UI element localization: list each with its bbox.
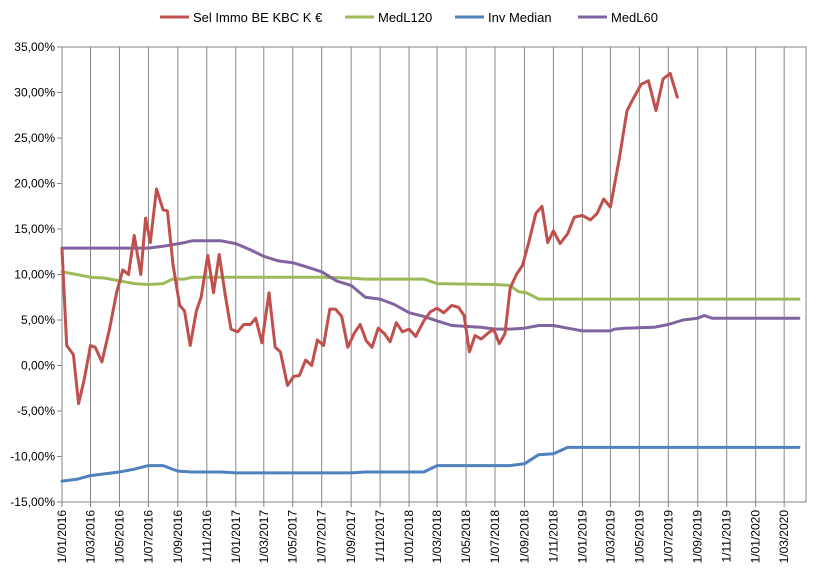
x-tick-label: 1/11/2019: [720, 510, 734, 563]
x-tick-label: 1/01/2019: [575, 510, 589, 564]
x-tick-label: 1/11/2018: [546, 510, 560, 563]
legend-label-3: MedL60: [611, 10, 658, 25]
chart-series-lines: [60, 71, 801, 483]
y-axis-tick-labels: 35,00% 30,00% 25,00% 20,00% 15,00% 10,00% 5,00…: [10, 40, 55, 509]
x-tick-label: 1/03/2020: [777, 510, 791, 564]
y-tick-label: -10,00%: [10, 450, 55, 464]
x-tick-label: 1/03/2017: [257, 510, 271, 564]
chart-axes: [57, 46, 807, 507]
x-tick-label: 1/03/2018: [430, 510, 444, 564]
series-line-1: [60, 270, 801, 301]
y-tick-label: 10,00%: [14, 268, 55, 282]
x-tick-label: 1/03/2016: [83, 510, 97, 564]
x-tick-label: 1/01/2017: [229, 510, 243, 564]
x-tick-label: 1/07/2017: [315, 510, 329, 564]
chart-gridlines: [61, 47, 785, 502]
x-axis-tick-labels: 1/01/2016 1/03/2016 1/05/2016 1/07/2016 1/09…: [55, 510, 791, 564]
legend-label-2: Inv Median: [488, 10, 552, 25]
series-line-2: [60, 445, 801, 483]
x-tick-label: 1/07/2016: [141, 510, 155, 564]
x-tick-label: 1/05/2017: [286, 510, 300, 564]
y-tick-label: 25,00%: [14, 131, 55, 145]
x-tick-label: 1/05/2016: [112, 510, 126, 564]
y-tick-label: 0,00%: [21, 359, 55, 373]
x-tick-label: 1/01/2020: [749, 510, 763, 564]
y-tick-label: -15,00%: [10, 495, 55, 509]
x-tick-label: 1/01/2016: [55, 510, 69, 564]
y-tick-label: -5,00%: [17, 404, 55, 418]
x-tick-label: 1/07/2019: [661, 510, 675, 564]
x-tick-label: 1/09/2016: [171, 510, 185, 564]
x-tick-label: 1/09/2019: [691, 510, 705, 564]
y-tick-label: 35,00%: [14, 40, 55, 54]
x-tick-label: 1/09/2017: [344, 510, 358, 564]
legend-label-0: Sel Immo BE KBC K €: [193, 10, 323, 25]
x-tick-label: 1/05/2019: [632, 510, 646, 564]
x-tick-label: 1/11/2017: [373, 510, 387, 563]
y-tick-label: 20,00%: [14, 177, 55, 191]
x-tick-label: 1/03/2019: [603, 510, 617, 564]
legend-label-1: MedL120: [378, 10, 432, 25]
series-line-0: [60, 71, 679, 406]
x-tick-label: 1/09/2018: [517, 510, 531, 564]
y-tick-label: 5,00%: [21, 313, 55, 327]
x-tick-label: 1/11/2016: [200, 510, 214, 563]
y-tick-label: 30,00%: [14, 86, 55, 100]
chart-legend: Sel Immo BE KBC K € MedL120 Inv Median MedL…: [160, 10, 658, 25]
x-tick-label: 1/01/2018: [402, 510, 416, 564]
y-tick-label: 15,00%: [14, 222, 55, 236]
x-tick-label: 1/07/2018: [488, 510, 502, 564]
x-tick-label: 1/05/2018: [459, 510, 473, 564]
series-line-3: [60, 239, 801, 333]
